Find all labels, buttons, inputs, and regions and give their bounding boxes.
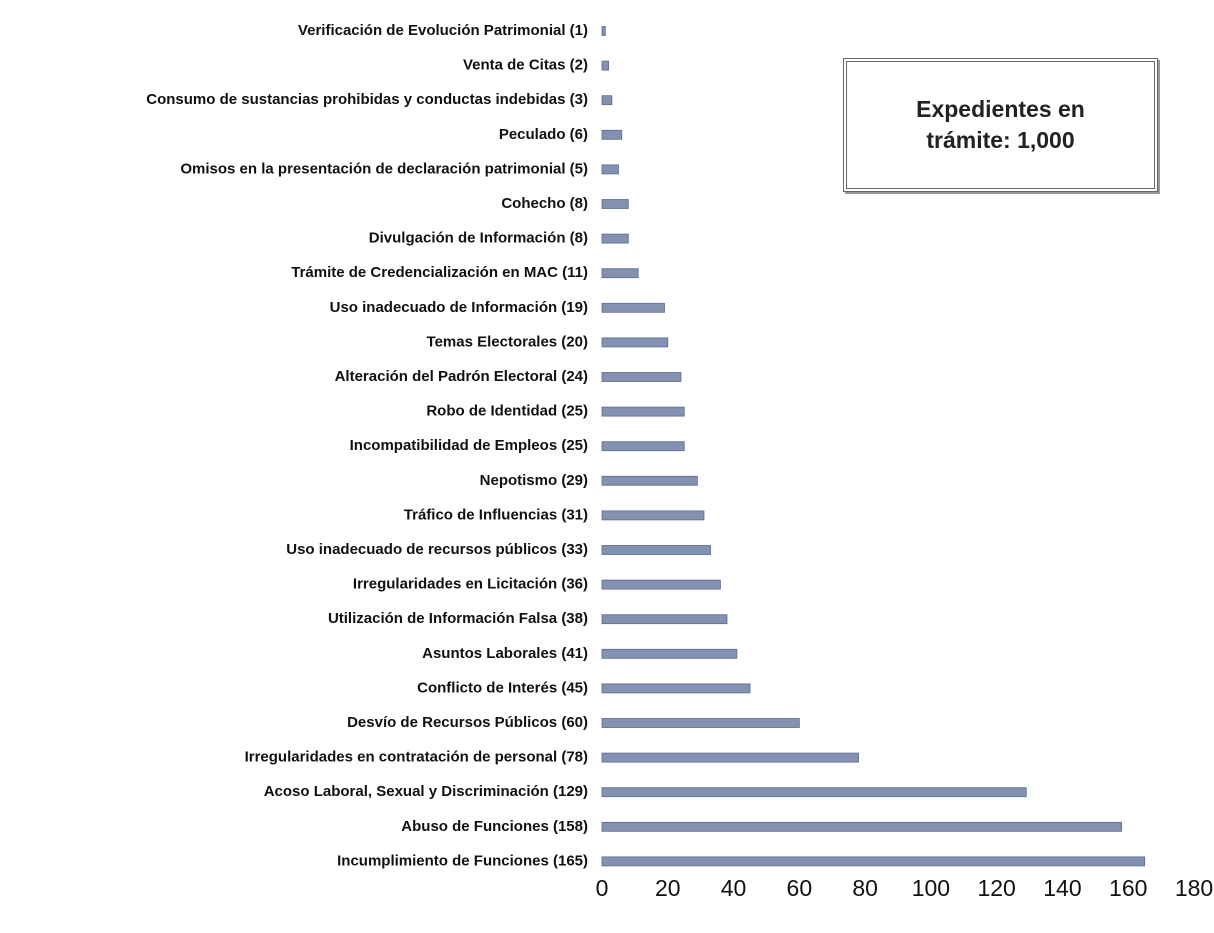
bar [601,510,705,521]
y-tick-label: Abuso de Funciones (158) [401,818,588,835]
y-tick-label: Verificación de Evolución Patrimonial (1… [298,22,588,39]
bar [601,164,619,175]
annotation-box: Expedientes en trámite: 1,000 [843,58,1158,192]
y-tick-label: Cohecho (8) [501,195,588,212]
y-tick-label: Divulgación de Información (8) [369,230,588,247]
y-tick-label: Tráfico de Influencias (31) [404,506,588,523]
x-tick-label: 0 [596,875,609,901]
bar [601,302,665,313]
y-tick-label: Asuntos Laborales (41) [422,645,588,662]
x-tick-label: 140 [1043,875,1081,901]
y-tick-label: Trámite de Credencialización en MAC (11) [291,264,588,281]
y-tick-label: Utilización de Información Falsa (38) [328,610,588,627]
x-tick-label: 180 [1175,875,1213,901]
bar [601,129,623,140]
bar [601,475,698,486]
y-tick-label: Acoso Laboral, Sexual y Discriminación (… [264,783,588,800]
y-tick-label: Uso inadecuado de recursos públicos (33) [286,541,588,558]
x-tick-label: 160 [1109,875,1147,901]
y-tick-label: Incumplimiento de Funciones (165) [337,852,588,869]
x-tick-label: 60 [787,875,813,901]
y-tick-label: Omisos en la presentación de declaración… [180,160,588,177]
bar [601,60,609,71]
x-tick-label: 40 [721,875,747,901]
y-tick-label: Consumo de sustancias prohibidas y condu… [146,91,588,108]
bar [601,648,738,659]
bar [601,752,859,763]
y-tick-label: Uso inadecuado de Información (19) [330,299,588,316]
bar [601,545,711,555]
bar [601,199,629,209]
y-tick-label: Alteración del Padrón Electoral (24) [335,368,588,385]
x-tick-label: 80 [852,875,878,901]
y-tick-label: Temas Electorales (20) [427,333,588,350]
y-tick-label: Desvío de Recursos Públicos (60) [347,714,588,731]
x-tick-label: 100 [912,875,950,901]
y-tick-label: Incompatibilidad de Empleos (25) [350,437,588,454]
bar [601,233,629,244]
bar [601,26,606,36]
bar [601,821,1123,832]
bar [601,268,639,279]
bar [601,337,669,348]
y-tick-label: Conflicto de Interés (45) [417,679,588,696]
bar [601,372,682,382]
bar [601,614,728,625]
bar [601,406,685,417]
y-tick-label: Irregularidades en Licitación (36) [353,576,588,593]
y-tick-label: Irregularidades en contratación de perso… [245,749,588,766]
bar [601,441,685,452]
bar [601,718,800,728]
bar [601,787,1027,798]
x-tick-label: 20 [655,875,681,901]
x-tick-label: 120 [977,875,1015,901]
bar [601,95,613,106]
bar [601,683,751,694]
y-tick-label: Nepotismo (29) [480,472,588,489]
y-tick-label: Venta de Citas (2) [463,57,588,74]
y-tick-label: Robo de Identidad (25) [426,403,588,420]
y-tick-label: Peculado (6) [499,126,588,143]
bar [601,856,1146,867]
bar [601,579,721,590]
